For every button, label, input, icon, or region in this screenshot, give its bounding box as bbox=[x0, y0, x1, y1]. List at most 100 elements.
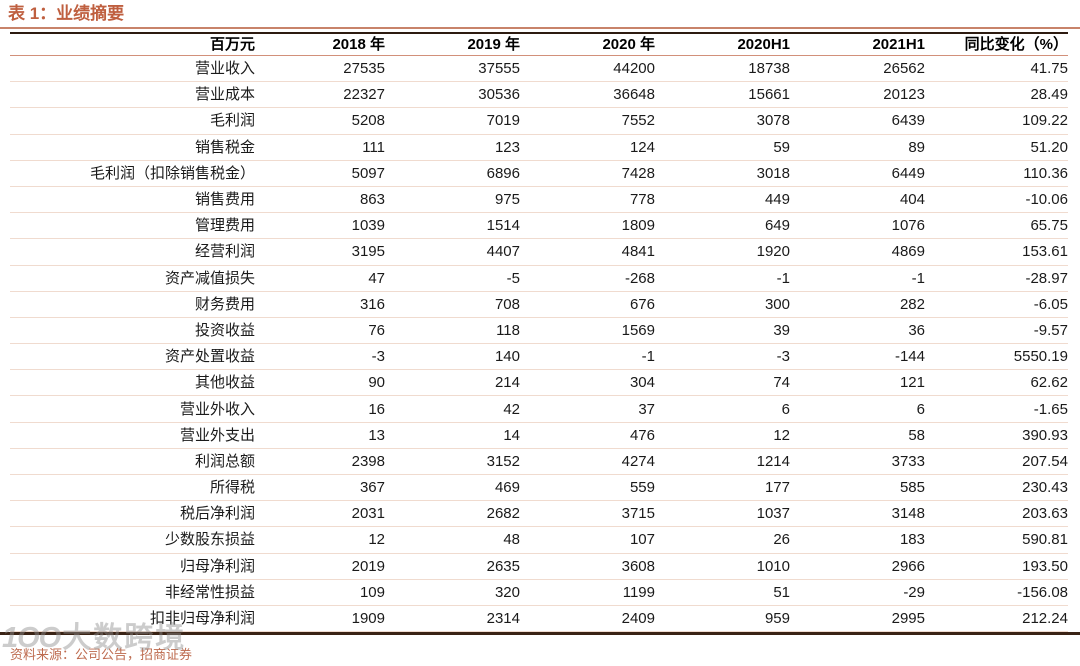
row-label: 利润总额 bbox=[194, 452, 255, 470]
cell-value: 14 bbox=[503, 426, 520, 444]
cell-value: 59 bbox=[773, 138, 790, 156]
cell-value: 109.22 bbox=[1022, 112, 1068, 130]
cell-value: 320 bbox=[494, 583, 520, 601]
row-label: 少数股东损益 bbox=[164, 531, 255, 549]
cell-value: -5 bbox=[506, 269, 520, 287]
cell-value: 3152 bbox=[486, 452, 520, 470]
cell-value: 6 bbox=[781, 400, 790, 418]
row-label: 财务费用 bbox=[194, 295, 255, 313]
cell-value: 959 bbox=[764, 610, 790, 628]
cell-value: 3195 bbox=[351, 243, 385, 261]
cell-value: 203.63 bbox=[1022, 505, 1068, 523]
cell-value: 585 bbox=[899, 479, 925, 497]
cell-value: 89 bbox=[908, 138, 925, 156]
cell-value: -1 bbox=[911, 269, 925, 287]
table-row: 资产减值损失 47 -5 -268 -1 -1 -28.97 bbox=[10, 266, 1068, 292]
cell-value: 90 bbox=[368, 374, 385, 392]
cell-value: -28.97 bbox=[1025, 269, 1068, 287]
cell-value: 559 bbox=[629, 479, 655, 497]
cell-value: 153.61 bbox=[1022, 243, 1068, 261]
cell-value: 26562 bbox=[883, 60, 925, 78]
cell-value: 15661 bbox=[748, 86, 790, 104]
cell-value: 1037 bbox=[756, 505, 790, 523]
table-body: 营业收入 27535 37555 44200 18738 26562 41.75 营业成本 22… bbox=[10, 56, 1068, 633]
table-row: 归母净利润 2019 2635 3608 1010 2966 193.50 bbox=[10, 554, 1068, 580]
cell-value: 12 bbox=[773, 426, 790, 444]
cell-value: 3018 bbox=[756, 164, 790, 182]
cell-value: 676 bbox=[629, 295, 655, 313]
cell-value: 26 bbox=[773, 531, 790, 549]
cell-value: 47 bbox=[368, 269, 385, 287]
cell-value: 469 bbox=[494, 479, 520, 497]
cell-value: 6439 bbox=[891, 112, 925, 130]
cell-value: 649 bbox=[764, 217, 790, 235]
cell-value: 42 bbox=[503, 400, 520, 418]
row-label: 所得税 bbox=[209, 479, 255, 497]
table-row: 非经常性损益 109 320 1199 51 -29 -156.08 bbox=[10, 580, 1068, 606]
cell-value: 37 bbox=[638, 400, 655, 418]
cell-value: 36 bbox=[908, 321, 925, 339]
row-label: 资产处置收益 bbox=[164, 348, 255, 366]
cell-value: 2966 bbox=[891, 557, 925, 575]
cell-value: 1909 bbox=[351, 610, 385, 628]
table-row: 销售费用 863 975 778 449 404 -10.06 bbox=[10, 187, 1068, 214]
row-label: 营业外支出 bbox=[179, 426, 255, 444]
cell-value: 2019 bbox=[351, 557, 385, 575]
table-row: 所得税 367 469 559 177 585 230.43 bbox=[10, 475, 1068, 502]
table-title: 表 1：业绩摘要 bbox=[8, 4, 125, 23]
cell-value: 27535 bbox=[343, 60, 385, 78]
cell-value: 6896 bbox=[486, 164, 520, 182]
cell-value: 300 bbox=[764, 295, 790, 313]
cell-value: 124 bbox=[629, 138, 655, 156]
cell-value: 3715 bbox=[621, 505, 655, 523]
table-top-rule bbox=[10, 32, 1068, 34]
table-bottom-rule bbox=[0, 632, 1080, 636]
cell-value: 4841 bbox=[621, 243, 655, 261]
cell-value: -9.57 bbox=[1033, 321, 1068, 339]
cell-value: 1569 bbox=[621, 321, 655, 339]
cell-value: 36648 bbox=[613, 86, 655, 104]
cell-value: 2995 bbox=[891, 610, 925, 628]
cell-value: 76 bbox=[368, 321, 385, 339]
cell-value: 12 bbox=[368, 531, 385, 549]
cell-value: 3733 bbox=[891, 452, 925, 470]
row-label: 销售费用 bbox=[194, 191, 255, 209]
column-header-2020: 2020 年 bbox=[602, 36, 655, 53]
cell-value: 975 bbox=[494, 191, 520, 209]
source-note: 资料来源：公司公告，招商证券 bbox=[10, 647, 193, 663]
cell-value: -3 bbox=[371, 348, 385, 366]
table-row: 利润总额 2398 3152 4274 1214 3733 207.54 bbox=[10, 449, 1068, 475]
row-label: 税后净利润 bbox=[179, 505, 255, 523]
column-header-unit: 百万元 bbox=[209, 36, 255, 53]
cell-value: 212.24 bbox=[1022, 610, 1068, 628]
cell-value: 7428 bbox=[621, 164, 655, 182]
performance-table: 百万元 2018 年 2019 年 2020 年 2020H1 2021H1 同… bbox=[0, 32, 1080, 636]
column-header-yoy-change: 同比变化（%） bbox=[964, 36, 1068, 53]
table-row: 毛利润（扣除销售税金） 5097 6896 7428 3018 6449 110.36 bbox=[10, 161, 1068, 187]
cell-value: 282 bbox=[899, 295, 925, 313]
cell-value: 778 bbox=[629, 191, 655, 209]
row-label: 毛利润 bbox=[209, 112, 255, 130]
row-label: 非经常性损益 bbox=[164, 583, 255, 601]
table-row: 其他收益 90 214 304 74 121 62.62 bbox=[10, 370, 1068, 397]
cell-value: 1039 bbox=[351, 217, 385, 235]
row-label: 扣非归母净利润 bbox=[149, 610, 255, 628]
cell-value: 449 bbox=[764, 191, 790, 209]
cell-value: 3608 bbox=[621, 557, 655, 575]
cell-value: 107 bbox=[629, 531, 655, 549]
column-header-2020h1: 2020H1 bbox=[737, 36, 790, 53]
cell-value: 13 bbox=[368, 426, 385, 444]
cell-value: -1.65 bbox=[1033, 400, 1068, 418]
cell-value: 41.75 bbox=[1030, 60, 1068, 78]
cell-value: 110.36 bbox=[1023, 164, 1068, 182]
cell-value: 207.54 bbox=[1022, 452, 1068, 470]
cell-value: 590.81 bbox=[1022, 531, 1068, 549]
cell-value: 51.20 bbox=[1030, 138, 1068, 156]
cell-value: -6.05 bbox=[1033, 295, 1068, 313]
table-row: 少数股东损益 12 48 107 26 183 590.81 bbox=[10, 527, 1068, 554]
cell-value: 48 bbox=[503, 531, 520, 549]
table-row: 经营利润 3195 4407 4841 1920 4869 153.61 bbox=[10, 239, 1068, 266]
cell-value: -156.08 bbox=[1017, 583, 1068, 601]
cell-value: 2635 bbox=[486, 557, 520, 575]
cell-value: 3078 bbox=[756, 112, 790, 130]
